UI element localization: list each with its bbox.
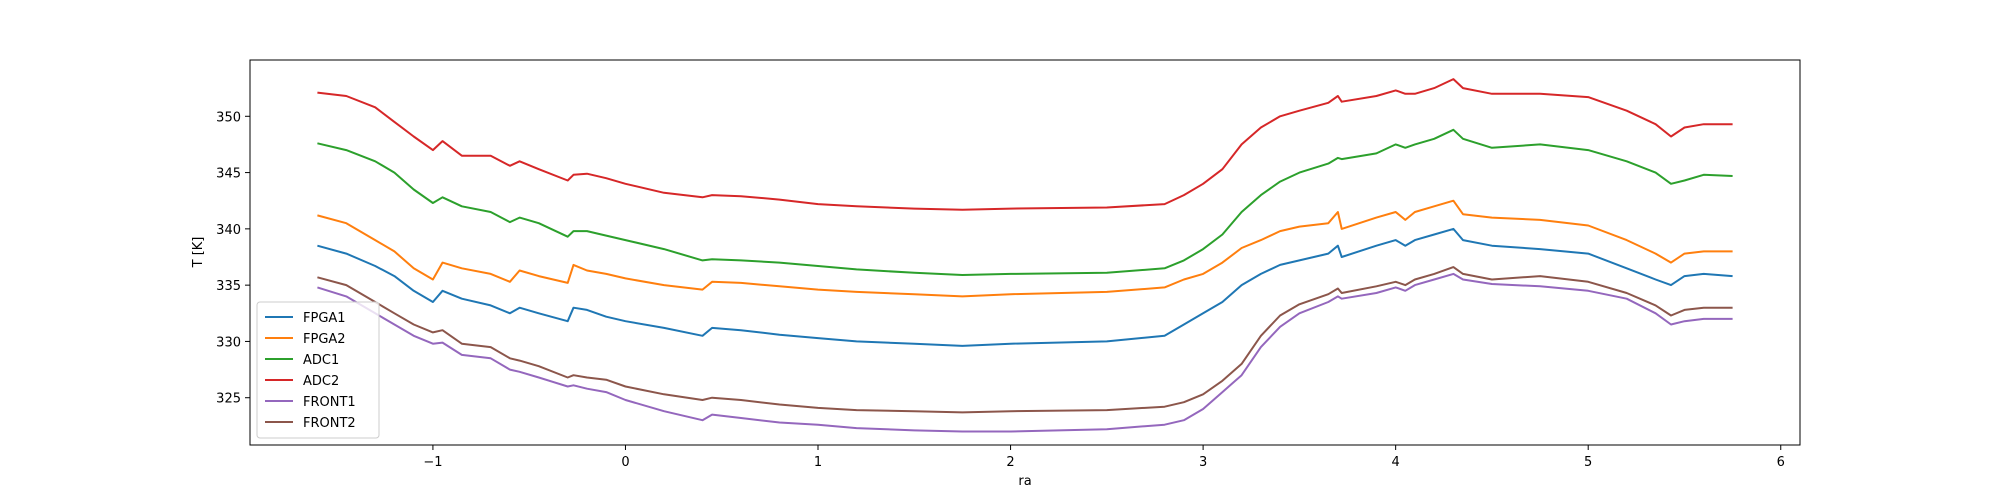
x-tick-label: 6 (1777, 455, 1785, 470)
series-line-adc2 (317, 78, 1733, 211)
series-line-adc1 (317, 128, 1733, 276)
x-tick-label: 1 (814, 455, 822, 470)
series-line-fpga1 (317, 227, 1733, 347)
legend-label-front1: FRONT1 (303, 395, 356, 410)
series-line-front1 (317, 272, 1733, 433)
x-tick-label: 3 (1199, 455, 1207, 470)
series-line-fpga2 (317, 199, 1733, 298)
y-axis-label: T [K] (191, 237, 206, 269)
legend-label-fpga1: FPGA1 (303, 311, 346, 326)
legend-label-front2: FRONT2 (303, 416, 356, 431)
x-tick-label: −1 (423, 455, 442, 470)
y-tick-label: 345 (216, 167, 241, 182)
plot-frame (249, 59, 1801, 446)
legend-label-adc2: ADC2 (303, 374, 339, 389)
x-ticks: −1 0 1 2 3 4 5 6 (423, 445, 1785, 470)
y-tick-label: 335 (216, 279, 241, 294)
x-tick-label: 2 (1006, 455, 1014, 470)
series-line-front2 (317, 266, 1733, 414)
y-tick-label: 325 (216, 392, 241, 407)
legend-label-adc1: ADC1 (303, 353, 339, 368)
legend: FPGA1 FPGA2 ADC1 ADC2 FRONT1 FRONT2 (256, 301, 380, 439)
legend-label-fpga2: FPGA2 (303, 332, 346, 347)
y-tick-label: 350 (216, 110, 241, 125)
x-axis-label: ra (1018, 474, 1031, 489)
x-tick-label: 5 (1584, 455, 1592, 470)
y-tick-label: 340 (216, 223, 241, 238)
y-tick-label: 330 (216, 335, 241, 350)
series-layer (317, 78, 1733, 433)
x-tick-label: 0 (621, 455, 629, 470)
legend-box (256, 301, 380, 439)
y-ticks: 325 330 335 340 345 350 (216, 110, 250, 407)
x-tick-label: 4 (1392, 455, 1400, 470)
